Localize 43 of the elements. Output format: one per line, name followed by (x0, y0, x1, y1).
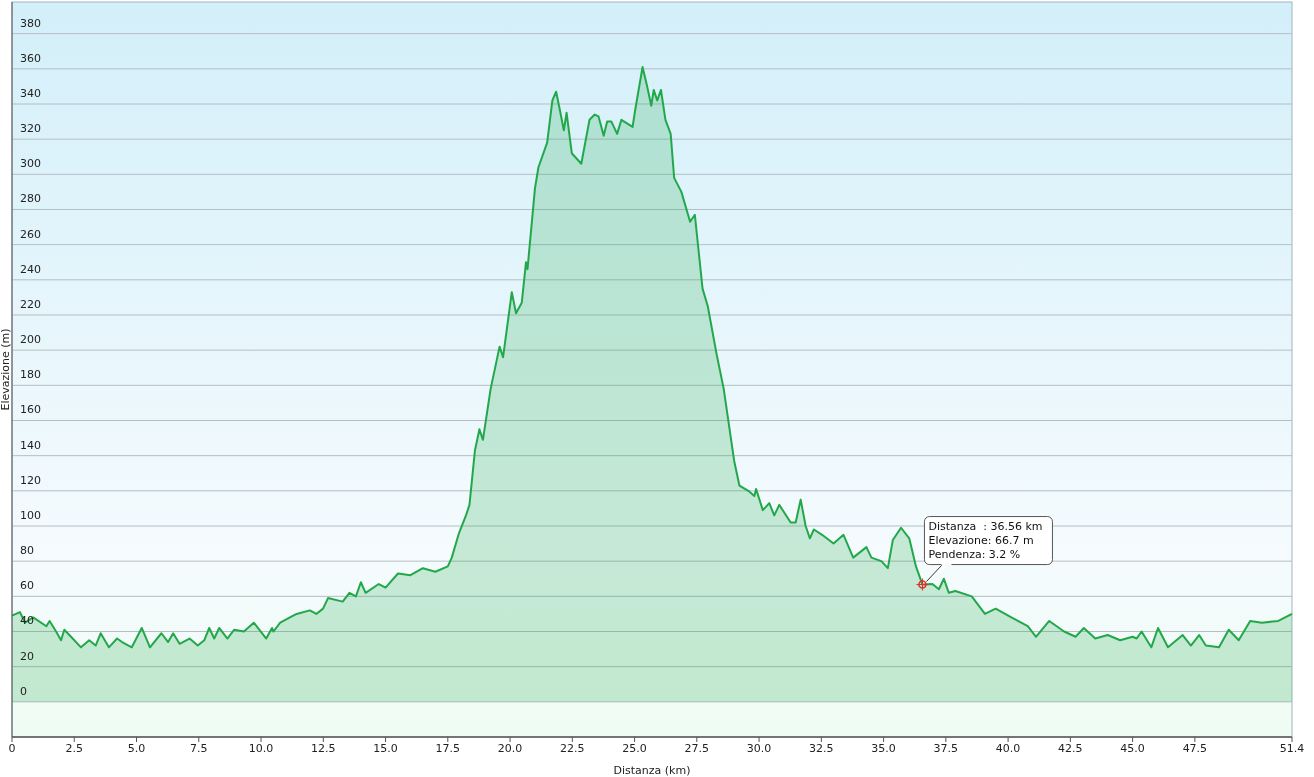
x-tick-label: 45.0 (1120, 742, 1145, 755)
x-tick-label: 2.5 (65, 742, 84, 755)
y-tick-label: 20 (20, 649, 34, 663)
x-tick-label: 47.5 (1182, 742, 1208, 755)
y-tick-label: 320 (20, 122, 41, 136)
y-tick-label: 140 (20, 438, 41, 452)
y-tick-label: 380 (20, 16, 41, 30)
x-tick-label: 20.0 (497, 742, 523, 755)
x-tick-label: 5.0 (127, 742, 146, 755)
y-tick-label: 240 (20, 262, 41, 276)
x-tick-label: 37.5 (933, 742, 959, 755)
y-tick-label: 340 (20, 86, 41, 100)
x-tick-label: 10.0 (248, 742, 274, 755)
y-tick-label: 80 (20, 544, 34, 558)
y-axis-title: Elevazione (m) (0, 328, 12, 411)
x-tick-label: 22.5 (560, 742, 585, 755)
y-tick-label: 280 (20, 192, 41, 206)
y-tick-label: 180 (20, 368, 41, 382)
x-tick-label: 35.0 (871, 742, 896, 755)
y-tick-label: 0 (20, 684, 27, 698)
x-tick-label: 51.4 (1279, 742, 1305, 755)
x-tick-label: 7.5 (190, 742, 208, 755)
x-tick-label: 30.0 (746, 742, 772, 755)
x-tick-label: 15.0 (373, 742, 398, 755)
y-tick-label: 360 (20, 51, 41, 65)
y-tick-label: 60 (20, 579, 34, 593)
x-tick-label: 27.5 (684, 742, 710, 755)
annotation: Distanza : 36.56 km Elevazione: 66.7 m Pendenza: 3.2 % (928, 519, 1043, 561)
x-tick-label: 17.5 (435, 742, 461, 755)
x-tick-label: 0 (8, 742, 16, 755)
x-tick-label: 32.5 (809, 742, 834, 755)
y-tick-label: 260 (20, 227, 41, 241)
x-tick-label: 25.0 (622, 742, 647, 755)
y-tick-label: 300 (20, 157, 41, 171)
y-tick-label: 120 (20, 473, 41, 487)
y-tick-label: 100 (20, 509, 41, 522)
y-tick-label: 160 (20, 403, 41, 417)
x-tick-label: 40.0 (995, 742, 1021, 755)
x-tick-label: 42.5 (1058, 742, 1083, 755)
y-tick-label: 200 (20, 333, 41, 347)
y-tick-label: 220 (20, 297, 41, 311)
x-tick-label: 12.5 (311, 742, 336, 755)
x-axis-title: Distanza (km) (613, 764, 691, 777)
